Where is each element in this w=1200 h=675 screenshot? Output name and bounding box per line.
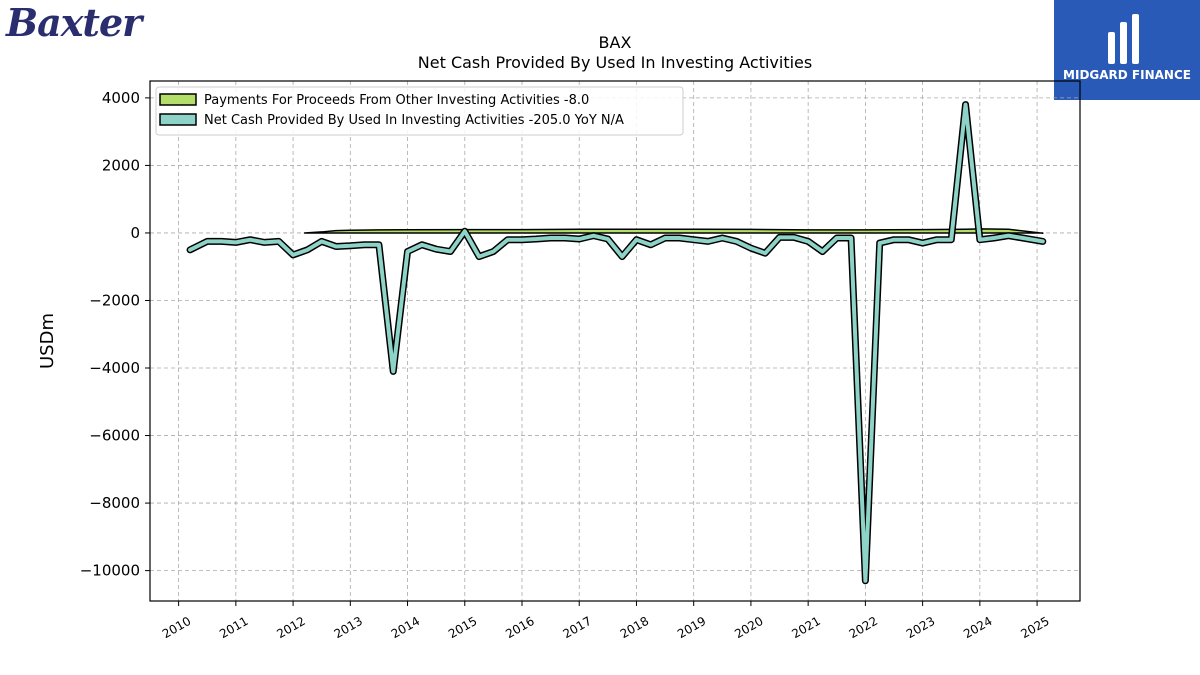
x-tick-label: 2012 — [274, 614, 307, 641]
chart-subtitle: Net Cash Provided By Used In Investing A… — [418, 53, 812, 72]
x-tick-label: 2016 — [503, 614, 536, 641]
y-tick-label: −2000 — [89, 291, 140, 309]
midgard-logo-icon — [1054, 0, 1200, 100]
legend-swatch — [159, 93, 197, 106]
midgard-finance-badge: MIDGARD FINANCE — [1054, 0, 1200, 100]
x-tick-label: 2015 — [446, 614, 479, 641]
x-tick-label: 2025 — [1018, 614, 1051, 641]
x-tick-label: 2010 — [160, 614, 193, 641]
series-layer — [186, 101, 1047, 585]
x-tick-label: 2023 — [904, 614, 937, 641]
legend: Payments For Proceeds From Other Investi… — [155, 86, 684, 136]
y-tick-label: −4000 — [89, 359, 140, 377]
y-tick-label: −10000 — [80, 562, 140, 580]
legend-label: Payments For Proceeds From Other Investi… — [204, 93, 589, 108]
x-tick-label: 2017 — [561, 614, 594, 641]
y-tick-label: 2000 — [102, 156, 140, 174]
baxter-logo: Baxter — [6, 0, 142, 45]
chart-title: BAX — [599, 33, 632, 52]
y-ticks: 4000 2000 0 −2000 −4000 −6000 −8000 −10000 — [80, 89, 150, 580]
x-tick-label: 2011 — [217, 614, 250, 641]
y-tick-label: −8000 — [89, 494, 140, 512]
grid-layer — [150, 81, 1080, 601]
y-tick-label: −6000 — [89, 427, 140, 445]
legend-box — [155, 86, 684, 136]
y-tick-label: 0 — [130, 224, 140, 242]
y-tick-label: 4000 — [102, 89, 140, 107]
series-area-other-investing — [303, 228, 1044, 234]
series-line-outline — [186, 101, 1047, 585]
x-ticks: 2010 2011 2012 2013 2014 2015 2016 2017 2018 2019… — [160, 601, 1052, 641]
x-tick-label: 2020 — [732, 614, 765, 641]
series-line-net-cash — [188, 102, 1045, 583]
x-tick-label: 2022 — [847, 614, 880, 641]
y-axis-label: USDm — [37, 313, 58, 369]
x-tick-label: 2021 — [789, 614, 822, 641]
legend-swatch — [159, 113, 197, 126]
legend-label: Net Cash Provided By Used In Investing A… — [204, 113, 624, 128]
x-tick-label: 2018 — [618, 614, 651, 641]
x-tick-label: 2013 — [332, 614, 365, 641]
x-tick-label: 2019 — [675, 614, 708, 641]
x-tick-label: 2014 — [389, 614, 422, 641]
x-tick-label: 2024 — [961, 614, 994, 641]
plot-frame — [149, 80, 1081, 602]
badge-text: MIDGARD FINANCE — [1063, 68, 1191, 82]
